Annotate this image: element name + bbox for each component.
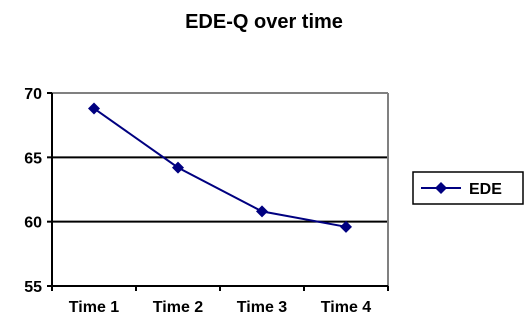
series-layer xyxy=(88,102,352,233)
y-tick-label: 55 xyxy=(24,279,42,296)
data-point xyxy=(172,161,184,174)
x-tick-label: Time 1 xyxy=(69,299,120,316)
data-point xyxy=(340,220,352,233)
x-tick-label: Time 2 xyxy=(153,299,204,316)
legend: EDE xyxy=(412,171,524,205)
x-tick-label: Time 4 xyxy=(321,299,372,316)
legend-label: EDE xyxy=(469,181,502,198)
y-tick-label: 60 xyxy=(24,215,42,232)
data-point xyxy=(88,102,100,115)
x-axis: Time 1 Time 2 Time 3 Time 4 xyxy=(51,285,389,316)
y-axis: 55 60 65 70 xyxy=(24,86,53,296)
x-tick-label: Time 3 xyxy=(237,299,288,316)
legend-marker xyxy=(435,182,447,194)
y-tick-label: 70 xyxy=(24,86,42,103)
data-point xyxy=(256,205,268,218)
y-tick-label: 65 xyxy=(24,150,42,167)
chart-title: EDE-Q over time xyxy=(185,11,343,33)
series-line xyxy=(93,107,347,228)
